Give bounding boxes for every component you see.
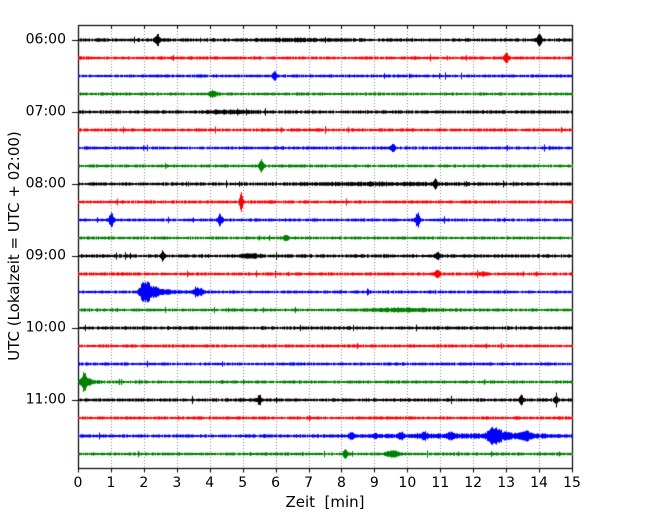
x-tick-label: 11 — [431, 475, 450, 491]
x-tick-label: 0 — [73, 475, 83, 491]
y-tick-label: 09:00 — [25, 247, 66, 264]
y-tick-label: 07:00 — [25, 103, 66, 120]
x-tick-label: 6 — [271, 475, 281, 491]
y-tick-label: 11:00 — [25, 391, 66, 408]
x-tick-label: 10 — [398, 475, 417, 491]
x-tick-label: 3 — [172, 475, 182, 491]
x-tick-label: 14 — [530, 475, 548, 491]
y-tick-label: 06:00 — [25, 31, 66, 48]
x-tick-label: 7 — [304, 475, 313, 491]
x-axis-label: Zeit [min] — [285, 493, 365, 511]
x-tick-label: 1 — [106, 475, 116, 491]
x-tick-label: 12 — [464, 475, 483, 491]
y-axis-label: UTC (Lokalzeit = UTC + 02:00) — [5, 131, 23, 361]
x-tick-label: 15 — [563, 475, 581, 491]
x-tick-label: 8 — [336, 475, 346, 491]
x-tick-label: 4 — [205, 475, 215, 491]
y-tick-label: 08:00 — [25, 175, 66, 192]
y-tick-label: 10:00 — [25, 319, 66, 336]
x-tick-label: 2 — [139, 475, 149, 491]
x-tick-label: 13 — [497, 475, 516, 491]
x-tick-label: 9 — [369, 475, 379, 491]
x-tick-label: 5 — [238, 475, 248, 491]
